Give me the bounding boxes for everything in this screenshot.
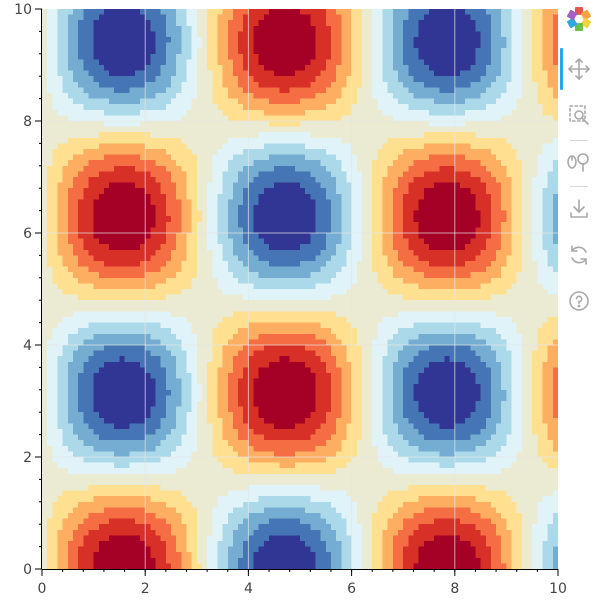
box-zoom-tool-icon[interactable] [564, 100, 594, 130]
y-tick-label: 10 [14, 2, 32, 18]
toolbar-separator [570, 140, 588, 141]
active-tool-indicator [560, 48, 563, 90]
axes: 0 2 4 6 8 10 0 2 4 6 8 10 [14, 2, 567, 597]
x-tick-label: 6 [347, 581, 356, 597]
reset-tool-icon[interactable] [564, 240, 594, 270]
x-tick-label: 4 [244, 581, 253, 597]
x-tick-label: 0 [38, 581, 47, 597]
x-tick-label: 8 [450, 581, 459, 597]
bokeh-logo-icon[interactable] [564, 4, 594, 34]
toolbar-separator [570, 186, 588, 187]
y-tick-label: 4 [23, 338, 32, 354]
y-tick-label: 6 [23, 226, 32, 242]
x-tick-label: 2 [141, 581, 150, 597]
heatmap-image[interactable] [42, 9, 558, 569]
y-tick-label: 2 [23, 450, 32, 466]
y-tick-label: 0 [23, 562, 32, 578]
toolbar [558, 4, 600, 324]
wheel-zoom-tool-icon[interactable] [564, 146, 594, 176]
help-tool-icon[interactable] [564, 286, 594, 316]
save-tool-icon[interactable] [564, 194, 594, 224]
x-tick-label: 10 [549, 581, 567, 597]
y-tick-label: 8 [23, 114, 32, 130]
heatmap-raster[interactable] [42, 9, 558, 569]
grid-lines [42, 9, 558, 569]
pan-tool-icon[interactable] [564, 54, 594, 84]
